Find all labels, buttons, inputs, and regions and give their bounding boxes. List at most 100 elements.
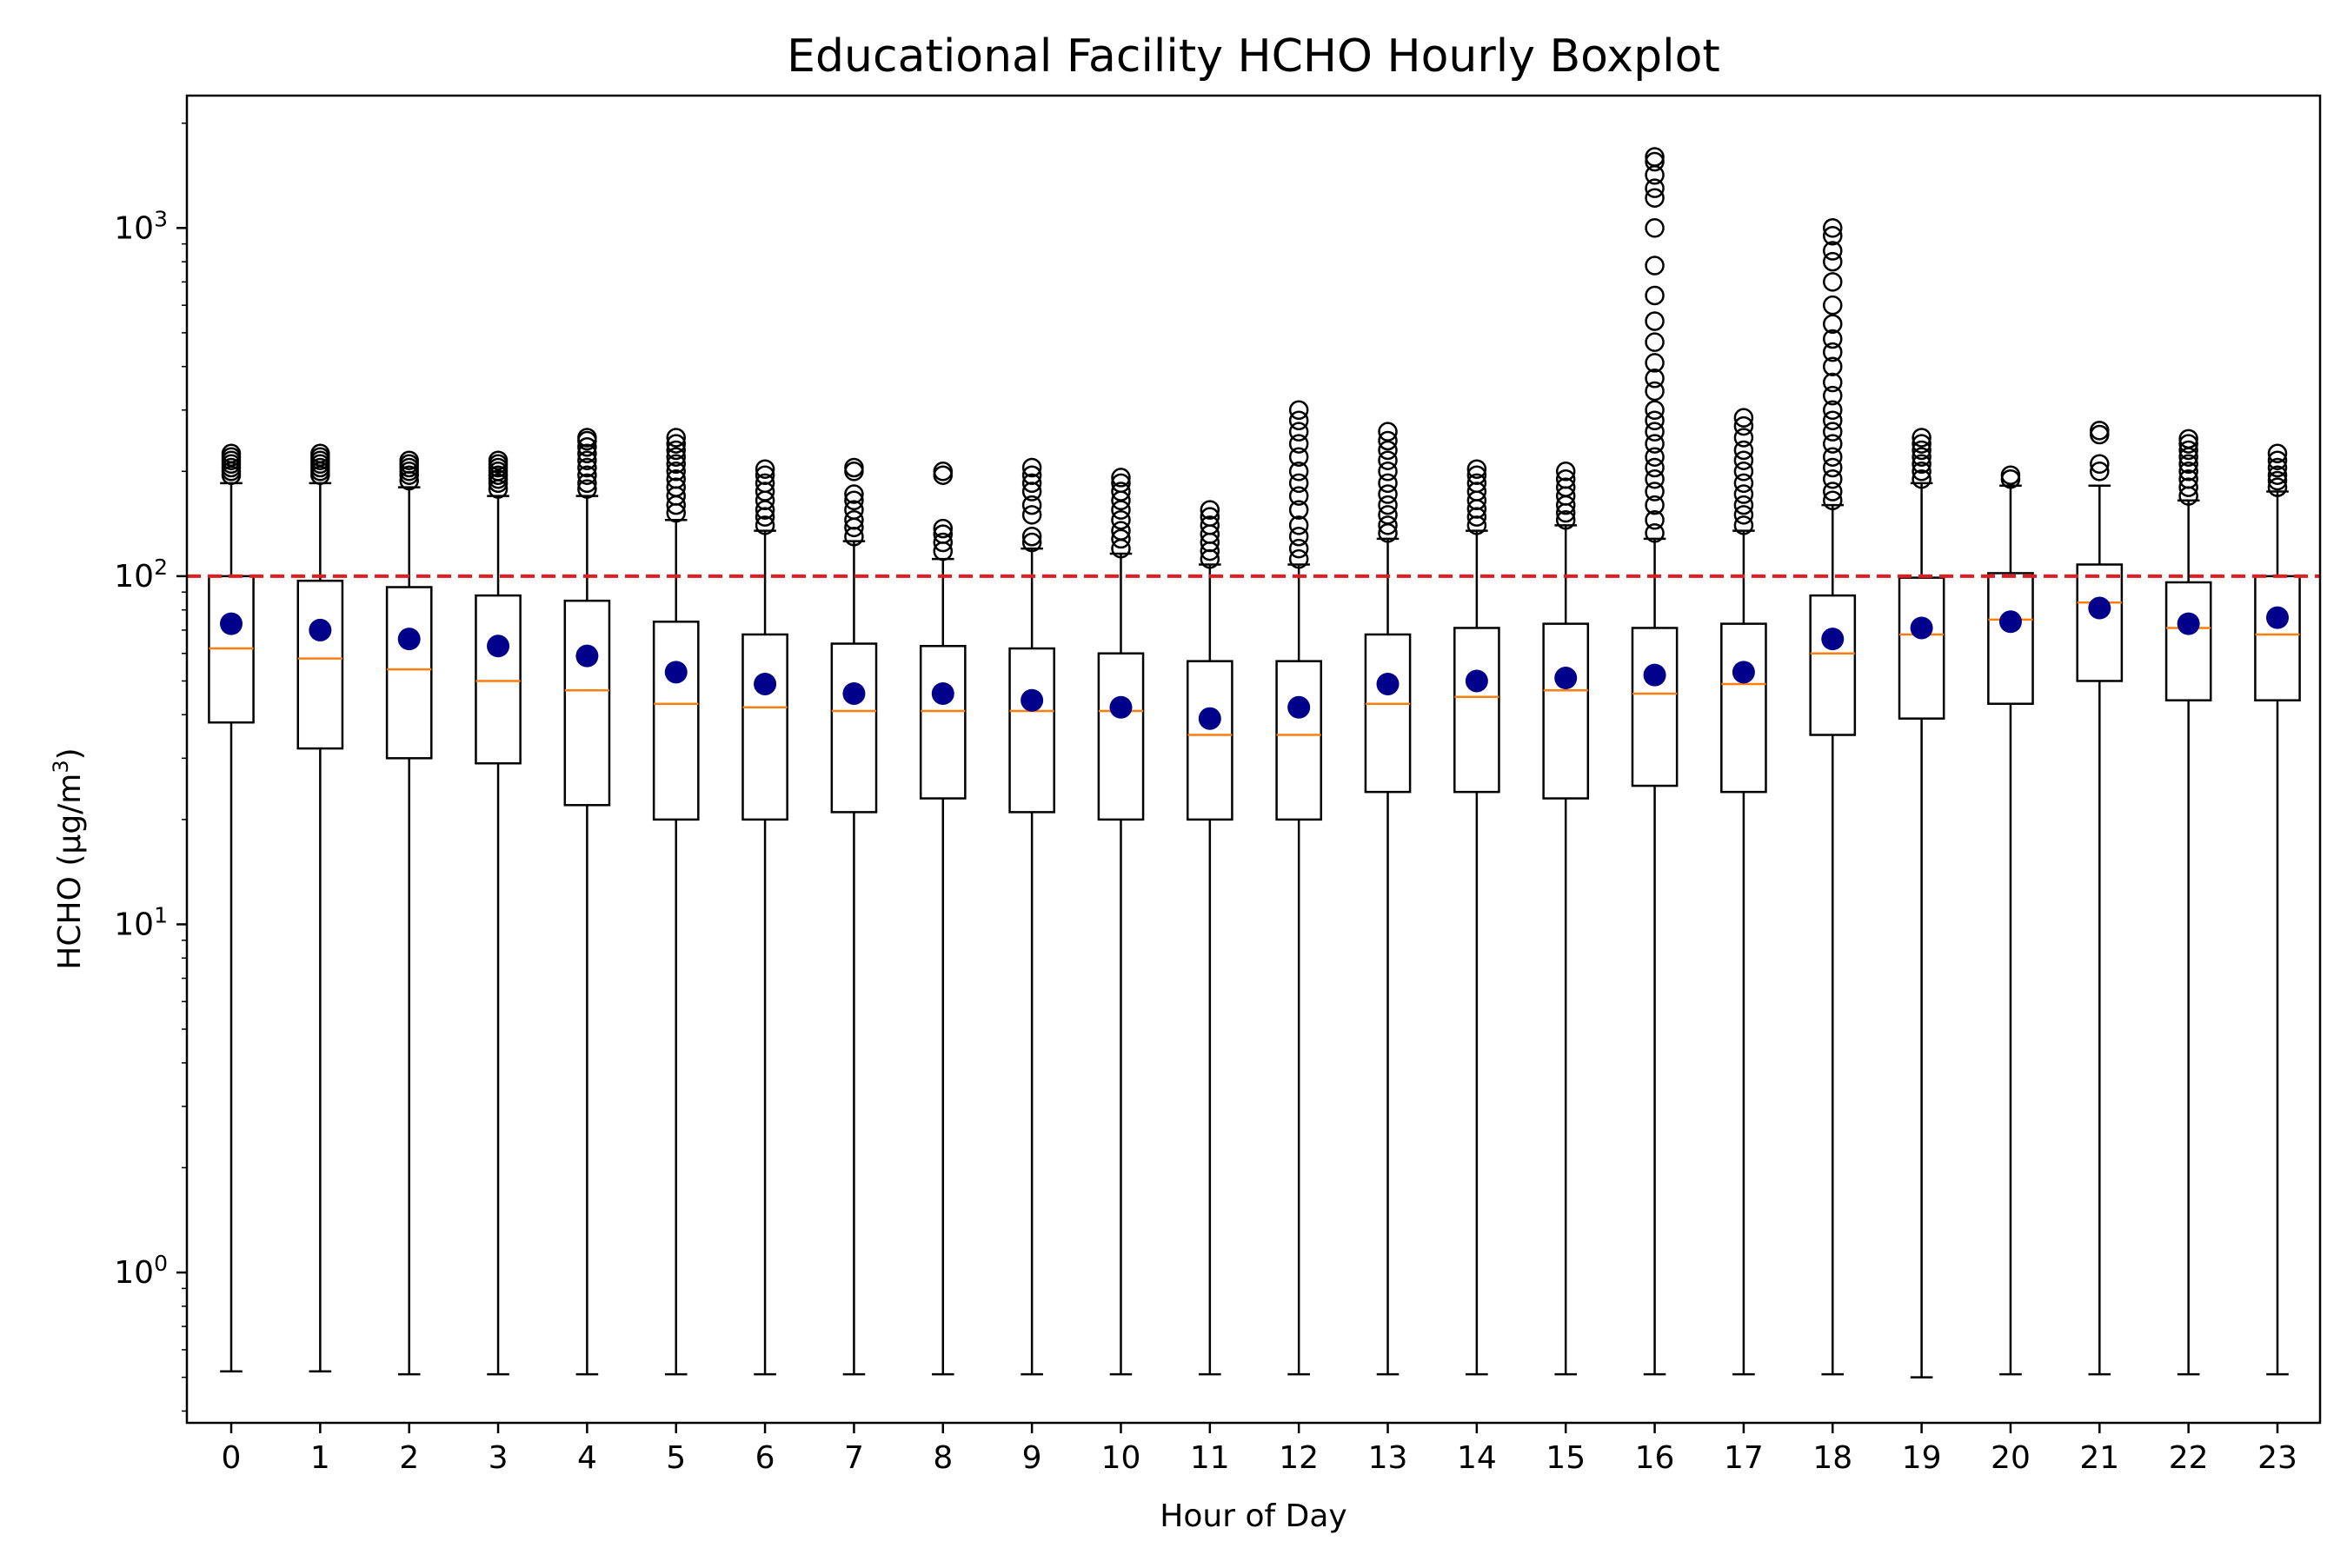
- iqr-box: [1008, 647, 1055, 814]
- outlier-point: [1733, 495, 1754, 515]
- outlier-point: [1111, 509, 1131, 530]
- outlier-point: [1823, 490, 1843, 511]
- outlier-point: [1288, 410, 1309, 431]
- outlier-point: [2267, 443, 2288, 464]
- outlier-point: [1823, 225, 1843, 246]
- outlier-point: [1555, 477, 1576, 497]
- outlier-point: [1645, 468, 1665, 489]
- outlier-point: [1288, 434, 1309, 454]
- outlier-point: [933, 462, 954, 482]
- outlier-point: [1823, 434, 1843, 454]
- outlier-point: [1733, 415, 1754, 436]
- outlier-point: [1378, 430, 1398, 451]
- outlier-point: [1912, 462, 1931, 482]
- iqr-box: [1186, 660, 1233, 821]
- mean-marker: [1021, 688, 1044, 712]
- outlier-point: [1823, 314, 1843, 335]
- box-hour-18: 18: [1809, 218, 1857, 1476]
- outlier-point: [1823, 447, 1843, 467]
- outlier-point: [1823, 295, 1843, 316]
- outlier-point: [1733, 484, 1754, 504]
- outlier-point: [666, 468, 686, 489]
- outlier-point: [1645, 151, 1665, 172]
- outlier-point: [933, 532, 954, 553]
- outlier-point: [666, 447, 686, 467]
- outlier-point: [1288, 548, 1309, 569]
- outlier-point: [1555, 462, 1576, 482]
- iqr-box: [1542, 622, 1590, 800]
- outlier-point: [844, 490, 864, 511]
- outlier-point: [2090, 454, 2110, 475]
- outlier-point: [2178, 434, 2198, 454]
- x-tick-label: 12: [1279, 1440, 1319, 1476]
- outlier-point: [1733, 428, 1754, 448]
- x-tick-label: 21: [2079, 1440, 2119, 1476]
- outlier-point: [1021, 473, 1042, 494]
- outlier-point: [666, 428, 686, 448]
- outlier-point: [1645, 422, 1665, 442]
- x-tick-label: 19: [1902, 1440, 1942, 1476]
- outlier-point: [221, 443, 242, 464]
- outlier-point: [2090, 462, 2110, 482]
- outlier-point: [1645, 495, 1665, 515]
- mean-marker: [1998, 610, 2022, 634]
- outlier-point: [1823, 422, 1843, 442]
- x-tick-label: 20: [1991, 1440, 2031, 1476]
- x-tick-label: 2: [399, 1440, 419, 1476]
- iqr-box: [1987, 572, 2034, 705]
- outlier-point: [666, 462, 686, 482]
- outlier-point: [2178, 440, 2198, 461]
- outlier-point: [1288, 447, 1309, 467]
- outlier-point: [1823, 241, 1843, 261]
- iqr-box: [385, 586, 433, 760]
- outlier-point: [1823, 410, 1843, 431]
- box-hour-11: 11: [1186, 500, 1233, 1476]
- outlier-point: [1200, 500, 1220, 520]
- outlier-point: [1645, 523, 1665, 543]
- outlier-point: [1466, 459, 1487, 479]
- box-hour-16: 16: [1631, 147, 1679, 1476]
- mean-marker: [487, 635, 510, 658]
- mean-marker: [1109, 695, 1133, 719]
- outlier-point: [1200, 515, 1220, 535]
- box-hour-5: 5: [652, 428, 700, 1476]
- outlier-point: [1021, 526, 1042, 547]
- outlier-point: [1021, 505, 1042, 525]
- box-hour-3: 3: [475, 450, 522, 1476]
- outlier-point: [1645, 332, 1665, 352]
- outlier-point: [1111, 468, 1131, 488]
- outlier-point: [1733, 450, 1754, 470]
- outlier-point: [1912, 440, 1931, 461]
- outlier-point: [1823, 251, 1843, 272]
- outlier-point: [755, 515, 775, 535]
- box-hour-6: 6: [741, 459, 788, 1476]
- outlier-point: [1111, 528, 1131, 549]
- svg-text:HCHO (μg/m3): HCHO (μg/m3): [49, 747, 88, 969]
- outlier-point: [2267, 477, 2288, 497]
- box-hour-21: 21: [2076, 421, 2124, 1476]
- outlier-point: [1288, 400, 1309, 421]
- mean-marker: [1287, 695, 1311, 719]
- outlier-point: [1645, 410, 1665, 431]
- outlier-point: [488, 450, 509, 470]
- outlier-point: [1288, 422, 1309, 442]
- x-tick-label: 6: [755, 1440, 775, 1476]
- outlier-point: [1733, 515, 1754, 535]
- mean-marker: [575, 644, 599, 668]
- iqr-box: [2164, 581, 2212, 701]
- outlier-point: [310, 443, 330, 464]
- mean-marker: [1643, 663, 1666, 687]
- outlier-point: [1645, 178, 1665, 198]
- x-tick-label: 22: [2169, 1440, 2209, 1476]
- y-tick-label: 102: [114, 554, 168, 595]
- outlier-point: [1378, 450, 1398, 470]
- outlier-point: [1823, 457, 1843, 478]
- outlier-point: [1823, 372, 1843, 393]
- outlier-point: [1466, 465, 1487, 485]
- outlier-point: [1645, 400, 1665, 421]
- outlier-point: [755, 465, 775, 485]
- outlier-point: [1021, 532, 1042, 553]
- outlier-point: [2178, 429, 2198, 449]
